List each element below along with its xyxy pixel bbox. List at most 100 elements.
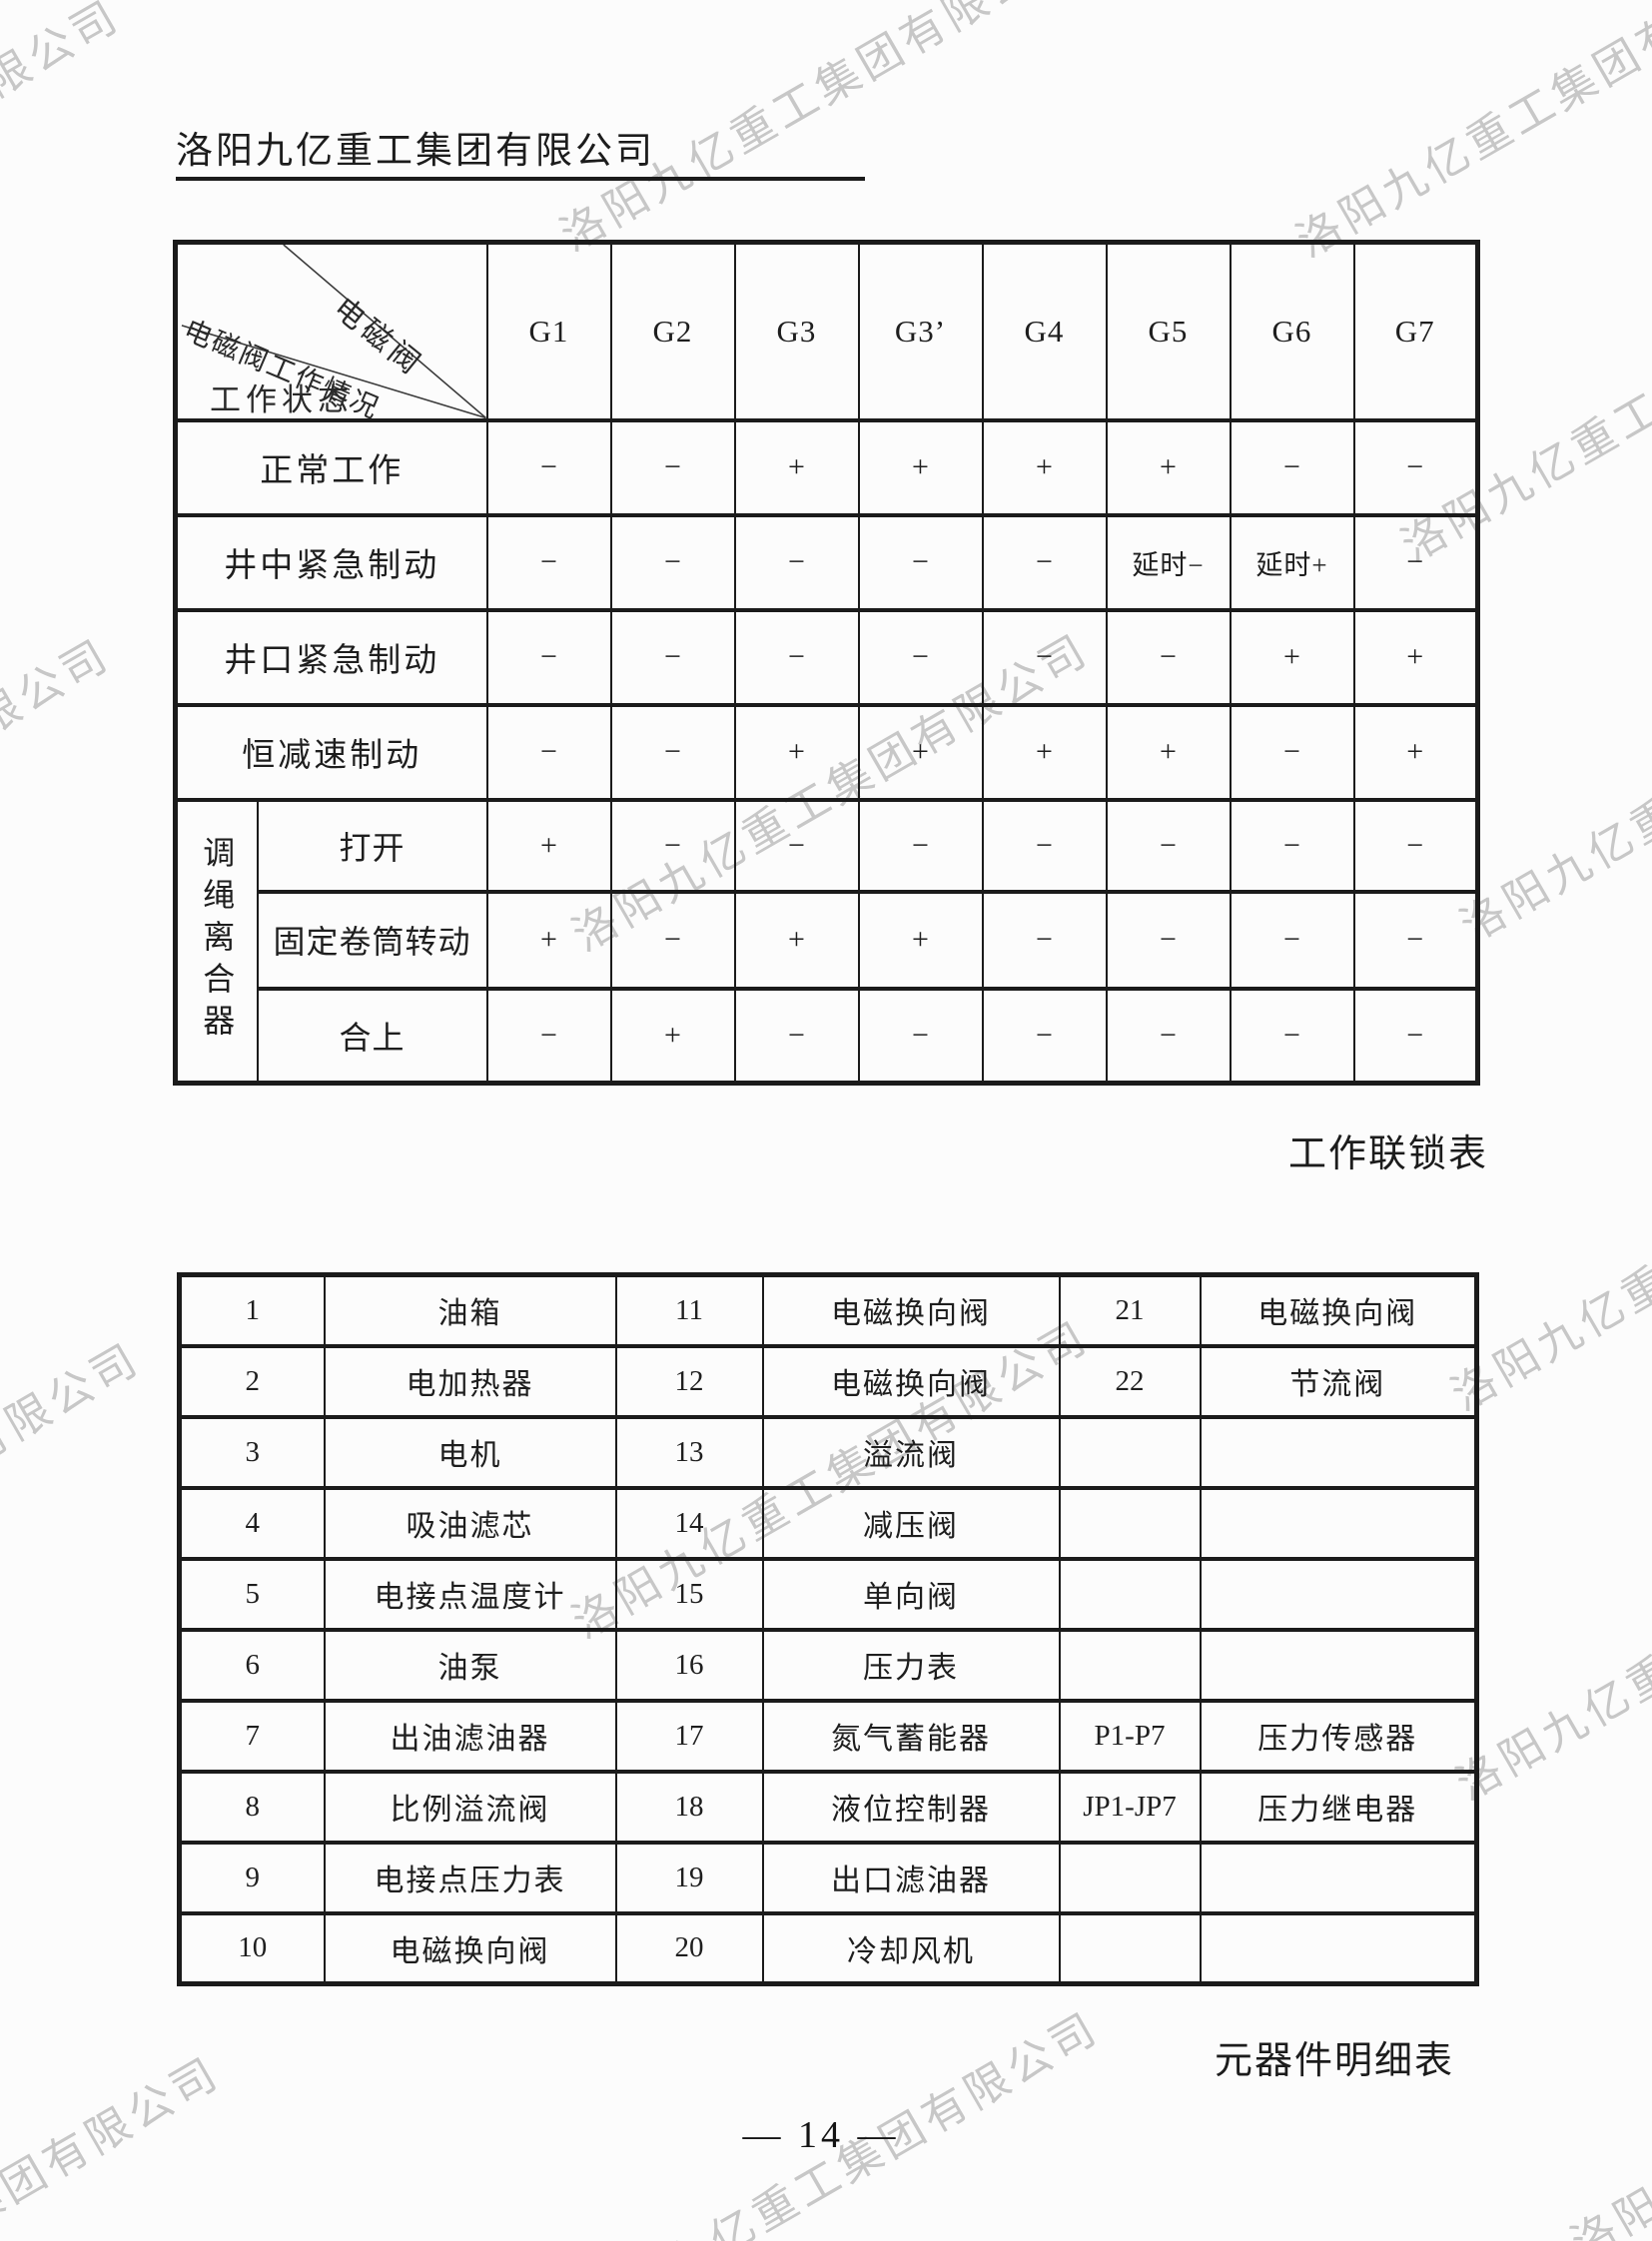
valve-state-cell: − [1229,889,1355,991]
valve-state-cell: + [1352,607,1479,707]
column-header-5: G4 [981,240,1108,422]
valve-state-cell: − [733,512,860,612]
row-label: 井中紧急制动 [174,512,488,612]
component-number [1058,1840,1202,1915]
column-header-4: G3’ [857,240,984,422]
component-number: 20 [614,1910,764,1986]
component-number: 7 [178,1698,326,1774]
component-name: 溢流阀 [761,1414,1061,1490]
interlock-row: 井口紧急制动 − − − − − − + + [174,607,1479,707]
watermark-text: 洛阳九亿重工集团有限公司 [0,1333,150,1671]
valve-state-cell: − [981,512,1108,612]
component-name [1199,1556,1478,1632]
component-number [1058,1414,1202,1490]
valve-state-cell: − [485,417,612,517]
corner-label-work-state: 工作状态 [210,382,354,417]
component-name: 电加热器 [323,1343,617,1419]
valve-state-cell: + [609,986,736,1086]
group-label-rope-adjusting-clutch: 调绳离合器 [174,797,259,1086]
valve-state-cell: − [857,986,984,1086]
component-number: 16 [614,1627,764,1703]
component-name [1199,1485,1478,1561]
valve-state-cell: − [733,607,860,707]
component-number: 14 [614,1485,764,1561]
valve-state-cell: + [733,889,860,991]
valve-state-cell: + [857,889,984,991]
valve-state-cell: 延时+ [1229,512,1355,612]
page-number: — 14 — [742,2114,900,2156]
component-name: 电磁换向阀 [1199,1272,1478,1348]
component-number: 6 [178,1627,326,1703]
valve-state-cell: − [1105,889,1232,991]
component-name: 单向阀 [761,1556,1061,1632]
component-row: 4 吸油滤芯 14 减压阀 [178,1485,1478,1561]
interlock-row: 井中紧急制动 − − − − − 延时− 延时+ − [174,512,1479,612]
watermark-text: 洛阳九亿重工集团有限公司 [1288,0,1652,268]
component-name: 电磁换向阀 [761,1343,1061,1419]
component-name: 比例溢流阀 [323,1769,617,1845]
valve-state-cell: − [1352,797,1479,894]
component-name: 压力表 [761,1627,1061,1703]
watermark-text: 洛阳九亿重工集团有限公司 [0,629,120,967]
valve-state-cell: + [981,702,1108,802]
component-number: 10 [178,1910,326,1986]
valve-state-cell: − [733,986,860,1086]
component-name: 电接点温度计 [323,1556,617,1632]
valve-state-cell: + [1105,417,1232,517]
valve-state-cell: − [1229,702,1355,802]
valve-state-cell: − [1352,512,1479,612]
valve-state-cell: − [485,607,612,707]
component-row: 7 出油滤油器 17 氮气蓄能器 P1-P7 压力传感器 [178,1698,1478,1774]
valve-state-cell: − [609,797,736,894]
interlock-row: 正常工作 − − + + + + − − [174,417,1479,517]
column-header-1: G1 [485,240,612,422]
component-row: 10 电磁换向阀 20 冷却风机 [178,1910,1478,1986]
valve-state-cell: − [1105,986,1232,1086]
component-row: 5 电接点温度计 15 单向阀 [178,1556,1478,1632]
valve-state-cell: − [857,512,984,612]
valve-state-cell: − [1352,889,1479,991]
component-number: 13 [614,1414,764,1490]
company-header-title: 洛阳九亿重工集团有限公司 [176,131,655,172]
component-name [1199,1627,1478,1703]
component-number: 22 [1058,1343,1202,1419]
interlock-row: 恒减速制动 − − + + + + − + [174,702,1479,802]
valve-state-cell: − [609,512,736,612]
valve-state-cell: − [1352,986,1479,1086]
valve-state-cell: − [1229,417,1355,517]
valve-state-cell: − [485,702,612,802]
row-label: 合上 [256,986,488,1086]
valve-state-cell: − [981,607,1108,707]
valve-state-cell: − [981,797,1108,894]
components-table: 1 油箱 11 电磁换向阀 21 电磁换向阀 2 电加热器 12 电磁换向阀 22 节流阀 3 电机 13 溢… [177,1272,1479,1986]
watermark-text: 洛阳九亿重工集团有限公司 [0,0,130,328]
valve-state-cell: − [1352,417,1479,517]
valve-state-cell: − [1229,986,1355,1086]
valve-state-cell: − [981,986,1108,1086]
component-number: 4 [178,1485,326,1561]
component-name: 电接点压力表 [323,1840,617,1915]
component-name: 电机 [323,1414,617,1490]
column-header-6: G5 [1105,240,1232,422]
valve-state-cell: + [485,889,612,991]
diagonal-divider-lines [181,246,485,416]
component-name: 压力继电器 [1199,1769,1478,1845]
component-row: 3 电机 13 溢流阀 [178,1414,1478,1490]
component-name: 吸油滤芯 [323,1485,617,1561]
valve-state-cell: + [733,702,860,802]
watermark-text: 洛阳九亿重工集团有限公司 [0,2047,230,2241]
valve-state-cell: + [1352,702,1479,802]
row-label: 正常工作 [174,417,488,517]
component-number: 15 [614,1556,764,1632]
valve-state-cell: − [857,797,984,894]
valve-state-cell: + [485,797,612,894]
component-name: 油泵 [323,1627,617,1703]
component-number: 11 [614,1272,764,1348]
column-header-3: G3 [733,240,860,422]
component-name [1199,1840,1478,1915]
valve-state-cell: − [609,889,736,991]
component-name: 油箱 [323,1272,617,1348]
component-name: 出口滤油器 [761,1840,1061,1915]
component-number: 8 [178,1769,326,1845]
